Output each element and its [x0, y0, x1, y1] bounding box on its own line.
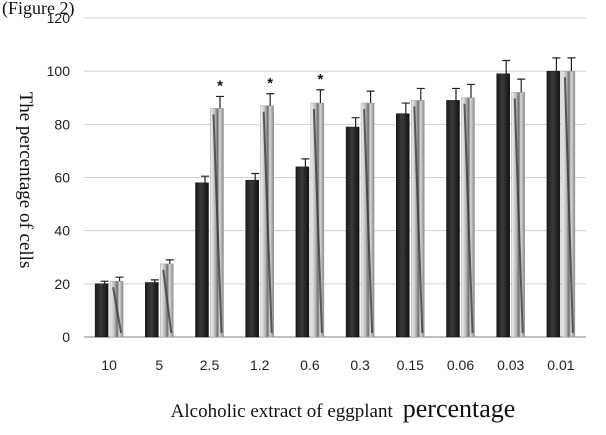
- bar-stripe: [162, 269, 173, 334]
- error-bar: [416, 87, 425, 101]
- error-bar: [165, 259, 174, 264]
- y-tick-labels: 0 20 40 60 80 100 120: [47, 10, 71, 345]
- error-bar: [467, 83, 475, 98]
- bar-stripe: [212, 114, 223, 334]
- bar-dark: [546, 70, 561, 338]
- bar-dark: [396, 113, 410, 338]
- x-tick-label: 0.6: [300, 357, 320, 373]
- x-tick-label: 1.2: [250, 357, 270, 373]
- gridlines: [84, 17, 586, 338]
- error-bars: [100, 57, 576, 284]
- bar-dark: [295, 166, 310, 338]
- y-tick-label: 60: [54, 170, 70, 186]
- x-tick-label: 2.5: [200, 357, 220, 373]
- x-tick-label: 5: [155, 357, 163, 373]
- error-bar: [251, 172, 260, 181]
- x-axis-label-suffix: percentage: [403, 394, 516, 423]
- error-bar: [201, 175, 209, 183]
- bar-stripe: [262, 111, 273, 334]
- error-bar: [502, 59, 511, 74]
- error-bar: [517, 78, 526, 93]
- significance-markers: * * *: [217, 71, 323, 95]
- error-bar: [351, 117, 360, 127]
- error-bar: [216, 95, 224, 109]
- x-axis-label-main: Alcoholic extract of eggplant: [171, 401, 394, 422]
- bar-stripe: [513, 98, 524, 334]
- x-axis-label: Alcoholic extract of eggplant percentage: [171, 394, 516, 423]
- header-fragment: (Figure 2): [2, 0, 74, 19]
- bar-stripe: [112, 287, 123, 334]
- y-tick-label: 120: [47, 10, 71, 26]
- error-bar: [100, 280, 109, 284]
- error-bar: [316, 89, 325, 104]
- bar-stripe: [312, 109, 323, 334]
- y-tick-label: 0: [62, 329, 70, 345]
- bar-dark: [145, 282, 159, 338]
- significance-star: *: [267, 75, 273, 92]
- significance-star: *: [217, 77, 223, 94]
- bar-dark: [195, 182, 209, 338]
- bar-dark: [245, 179, 259, 338]
- y-tick-label: 40: [54, 223, 70, 239]
- error-bar: [452, 87, 460, 101]
- x-tick-label: 0.03: [497, 357, 524, 373]
- y-tick-label: 100: [47, 63, 71, 79]
- bar-dark: [446, 100, 460, 338]
- error-bar: [150, 279, 159, 283]
- bars: [94, 70, 576, 338]
- x-tick-label: 0.01: [547, 357, 574, 373]
- x-tick-labels: 10 5 2.5 1.2 0.6 0.3 0.15 0.06 0.03 0.01: [101, 357, 574, 373]
- error-bar: [115, 276, 124, 282]
- x-tick-label: 0.06: [447, 357, 474, 373]
- error-bar: [266, 93, 275, 106]
- bar-dark: [496, 73, 510, 338]
- error-bar: [401, 102, 410, 114]
- bar-stripe: [463, 103, 474, 334]
- bar-stripe: [363, 109, 374, 334]
- bar-stripe: [413, 106, 424, 334]
- error-bar: [366, 90, 375, 104]
- x-tick-label: 0.3: [350, 357, 370, 373]
- y-axis-label: The percentage of cells: [15, 92, 36, 269]
- bar-stripe: [563, 77, 574, 334]
- bar-dark: [345, 126, 360, 338]
- error-bar: [552, 57, 561, 72]
- y-tick-label: 80: [54, 116, 70, 132]
- error-bar: [567, 57, 576, 72]
- significance-star: *: [317, 71, 323, 88]
- y-tick-label: 20: [54, 276, 70, 292]
- x-tick-label: 0.15: [397, 357, 424, 373]
- x-tick-label: 10: [101, 357, 117, 373]
- error-bar: [301, 158, 310, 167]
- bar-dark: [94, 283, 109, 338]
